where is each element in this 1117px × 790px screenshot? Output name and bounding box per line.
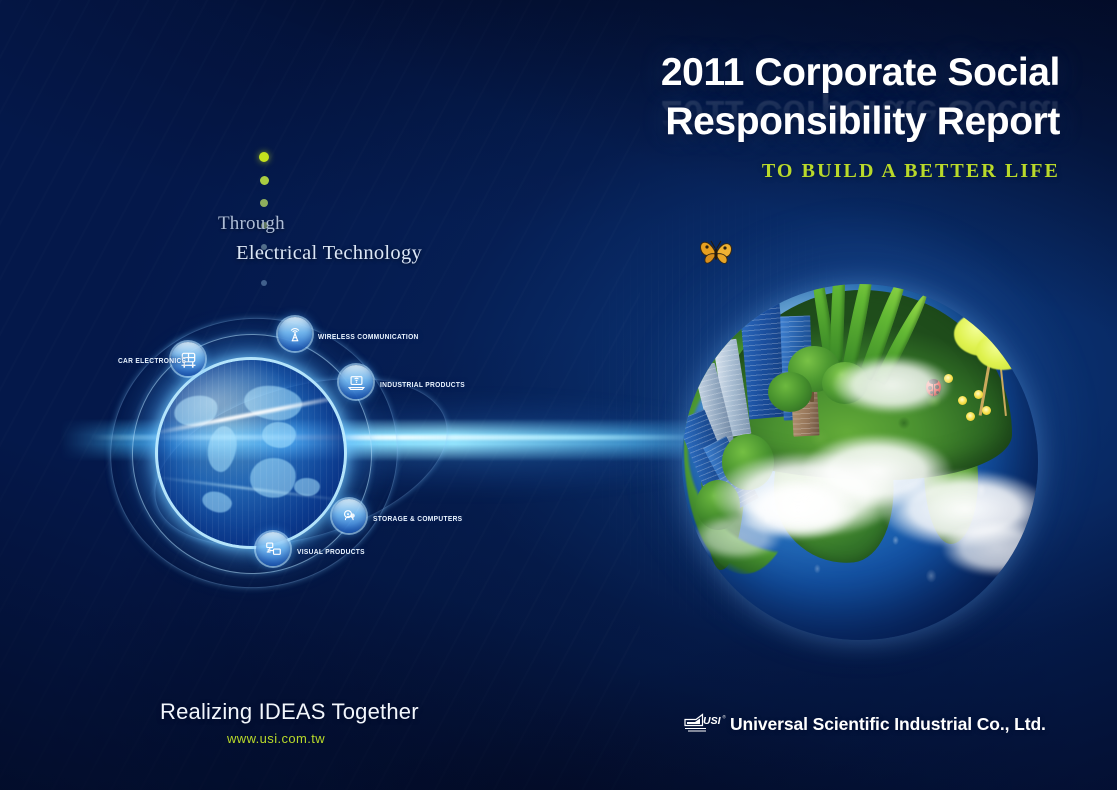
through-label: Through [218,213,285,234]
node-label-storage-computers: STORAGE & COMPUTERS [373,514,463,523]
flower [982,406,991,415]
node-wireless-communication[interactable] [278,317,312,351]
flower [974,390,983,399]
flower [958,396,967,405]
node-storage-computers[interactable] [332,499,366,533]
cloud [832,356,952,414]
svg-text:USI: USI [703,715,722,727]
company-slogan: Realizing IDEAS Together [160,699,419,724]
company-signature: USI ® Universal Scientific Industrial Co… [682,713,1046,735]
title-line-1: 2011 Corporate Social [660,51,1061,94]
node-industrial-products[interactable] [339,365,373,399]
car-icon [179,351,198,368]
electrical-technology-label: Electrical Technology [236,242,423,264]
light-beam-core [90,435,710,440]
svg-text:®: ® [723,714,727,720]
antenna-tower-icon [286,325,304,343]
node-car-electronics[interactable] [171,342,205,376]
dot-6 [261,280,267,286]
title-line-2: Responsibility Report [665,100,1060,143]
flower [966,412,975,421]
node-label-wireless-communication: WIRELESS COMMUNICATION [318,332,419,341]
orbit-ring-inner [132,334,372,574]
node-label-car-electronics: CAR ELECTRONICS [117,356,187,365]
usi-logo-icon: USI ® [682,713,728,735]
title-block: 2011 Corporate Social 2011 Corporate Soc… [560,48,1061,183]
dot-4 [260,222,268,229]
dot-2 [259,176,269,185]
earth-sphere [682,284,1038,640]
node-label-visual-products: VISUAL PRODUCTS [297,547,365,556]
dot-5 [261,244,267,250]
dot-3 [260,199,268,207]
cloud [942,520,1038,576]
laptop-icon [347,374,366,391]
tree-crown [768,372,812,412]
report-subtitle: TO BUILD A BETTER LIFE [761,160,1060,182]
cloud [692,514,782,560]
flowering-tree [950,298,1038,416]
disc-storage-icon [340,507,359,525]
technology-globe-diagram: CAR ELECTRONICS WIRELESS COMMUNICATION [92,299,476,607]
company-name: Universal Scientific Industrial Co., Ltd… [730,714,1046,734]
dot-1 [259,152,269,162]
node-label-industrial-products: INDUSTRIAL PRODUCTS [380,380,465,389]
website-url[interactable]: www.usi.com.tw [227,731,326,746]
node-visual-products[interactable] [256,532,290,566]
butterfly-icon [696,236,736,270]
green-earth-illustration [620,198,1100,678]
display-network-icon [264,540,283,558]
blossom-cluster [1016,324,1038,360]
